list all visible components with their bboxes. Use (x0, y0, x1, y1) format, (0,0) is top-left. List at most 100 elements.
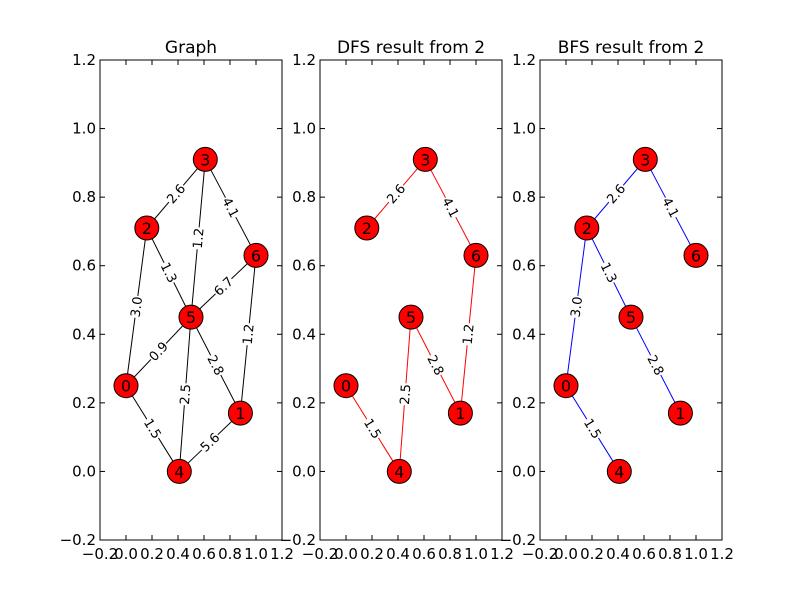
axes-frame (99, 59, 283, 541)
node-circle (192, 146, 218, 172)
node-label: 2 (582, 219, 592, 238)
edge-label-bg (240, 322, 257, 346)
node-2: 2 (134, 215, 160, 241)
edge-weight-text: 4.1 (218, 195, 241, 220)
edge-weight-label: 3.0 (128, 295, 146, 319)
edge-weight-text: 3.0 (569, 296, 587, 318)
edge-weight-text: 0.9 (147, 339, 172, 364)
panel-title: DFS result from 2 (337, 38, 485, 58)
node-5: 5 (618, 304, 644, 330)
node-label: 4 (174, 462, 184, 481)
edge-weight-label: 1.2 (240, 322, 258, 346)
node-label: 3 (640, 150, 650, 169)
y-tick-label: 0.2 (292, 394, 316, 412)
node-6: 6 (463, 242, 489, 268)
y-tick-label: 0.8 (292, 188, 316, 206)
x-tick-label: 1.2 (270, 545, 294, 563)
x-tick-label: 1.0 (464, 545, 488, 563)
edge-weight-label: 4.1 (218, 194, 242, 221)
edge-label-bg (644, 352, 667, 379)
edge-weight-label: 4.1 (658, 194, 682, 221)
node-label: 6 (251, 246, 261, 265)
edge-weight-text: 4.1 (438, 195, 461, 220)
node-circle (398, 304, 424, 330)
edge-weight-label: 2.8 (203, 352, 227, 379)
node-label: 6 (691, 246, 701, 265)
edge-weight-label: 2.8 (423, 352, 447, 379)
node-4: 4 (386, 458, 412, 484)
node-circle (553, 373, 579, 399)
x-tick-label: 0.6 (192, 545, 216, 563)
x-tick-label: 1.0 (244, 545, 268, 563)
edge-label-bg (204, 352, 227, 379)
node-circle (618, 304, 644, 330)
graph-panel-0: Graph−0.20.0 0.2 0.4 0.6 0.8 1.0 1.2−0.20.00.2… (60, 38, 294, 563)
x-tick-label: 1.2 (490, 545, 514, 563)
y-tick-label: 0.8 (512, 188, 536, 206)
edge-weight-text: 1.2 (191, 227, 208, 249)
y-tick-label: 1.0 (292, 120, 316, 138)
edge-label-bg (360, 415, 385, 442)
x-tick-label: 1.2 (710, 545, 734, 563)
panel-title: Graph (165, 38, 217, 58)
edge-label-bg (219, 194, 242, 221)
y-tick-label: 0.6 (512, 257, 536, 275)
node-6: 6 (243, 242, 269, 268)
axes-frame (539, 59, 723, 541)
node-circle (683, 242, 709, 268)
x-tick-label: 0.2 (140, 545, 164, 563)
y-tick-label: 0.6 (72, 257, 96, 275)
edge-label-bg (439, 194, 462, 221)
edge-weight-text: 1.5 (580, 416, 604, 441)
node-1: 1 (667, 400, 693, 426)
edge-weight-text: 1.2 (461, 323, 478, 345)
node-2: 2 (574, 215, 600, 241)
node-label: 5 (626, 308, 636, 327)
edge-label-bg (603, 180, 629, 207)
x-tick-label: 0.6 (632, 545, 656, 563)
y-tick-label: 0.6 (292, 257, 316, 275)
node-5: 5 (178, 304, 204, 330)
panel-title: BFS result from 2 (558, 38, 705, 58)
edge-weight-text: 2.5 (398, 383, 415, 405)
edge-label-bg (397, 382, 413, 406)
edge-weight-text: 2.8 (643, 353, 666, 378)
edge-weight-text: 5.6 (198, 430, 223, 455)
node-label: 1 (235, 404, 245, 423)
edge-weight-label: 1.5 (580, 415, 605, 442)
node-label: 0 (561, 377, 571, 396)
node-circle (178, 304, 204, 330)
edge-weight-label: 1.5 (360, 415, 385, 442)
edge-label-bg (424, 352, 447, 379)
node-circle (447, 400, 473, 426)
y-tick-label: 1.2 (292, 51, 316, 69)
node-circle (166, 458, 192, 484)
node-circle (574, 215, 600, 241)
node-6: 6 (683, 242, 709, 268)
edge-label-bg (580, 415, 605, 442)
x-tick-label: −0.2 (302, 545, 338, 563)
node-circle (667, 400, 693, 426)
edge-weight-label: 4.1 (438, 194, 462, 221)
edge-weight-text: 2.5 (178, 383, 195, 405)
node-label: 6 (471, 246, 481, 265)
graph-panel-2: BFS result from 2−0.20.0 0.2 0.4 0.6 0.8 1.0 1… (500, 38, 734, 563)
node-label: 1 (675, 404, 685, 423)
graph-panel-1: DFS result from 2−0.20.0 0.2 0.4 0.6 0.8 1.0 1… (280, 38, 514, 563)
node-2: 2 (354, 215, 380, 241)
edge-weight-text: 2.8 (203, 353, 226, 378)
edge-weight-text: 1.5 (140, 416, 164, 441)
x-tick-label: 0.0 (334, 545, 358, 563)
x-tick-label: 0.2 (580, 545, 604, 563)
y-tick-label: −0.2 (280, 531, 316, 549)
node-label: 0 (341, 377, 351, 396)
y-tick-label: 1.2 (512, 51, 536, 69)
node-circle (412, 146, 438, 172)
edge-label-bg (190, 226, 207, 250)
edge-weight-text: 1.3 (157, 260, 180, 285)
edge-weight-text: 6.7 (212, 274, 237, 299)
y-tick-label: 1.0 (72, 120, 96, 138)
node-circle (463, 242, 489, 268)
node-circle (243, 242, 269, 268)
edge-label-bg (128, 295, 145, 319)
